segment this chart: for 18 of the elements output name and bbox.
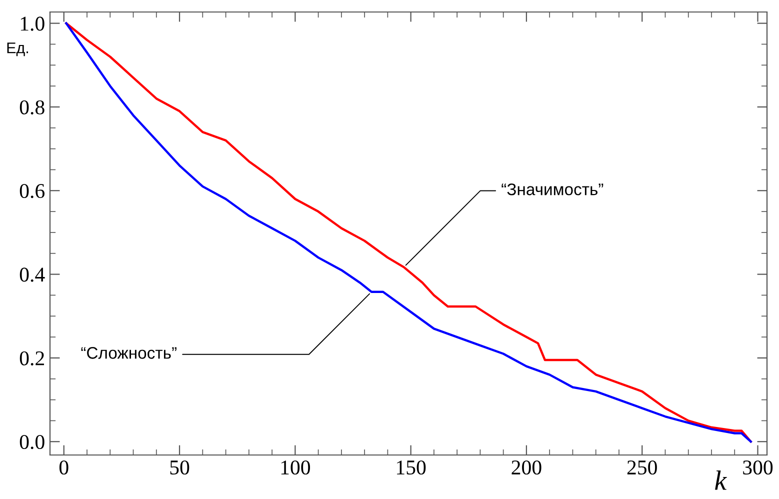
x-tick-label: 100 — [281, 460, 310, 475]
annotation: “Сложность” — [81, 347, 176, 359]
x-axis-title: k — [715, 470, 727, 490]
x-tick-label: 50 — [170, 460, 190, 475]
y-tick-label: 0.4 — [20, 268, 45, 282]
x-tick-label: 150 — [397, 460, 426, 475]
y-tick-label: 0.6 — [20, 184, 45, 198]
y-tick-label: 0.2 — [20, 351, 44, 366]
line-series — [65, 22, 752, 443]
x-tick-label: 250 — [627, 460, 657, 475]
y-tick-label: 0.0 — [20, 434, 44, 450]
y-tick-label: 0.8 — [20, 100, 44, 114]
x-tick-label: 300 — [743, 460, 773, 475]
x-tick-label: 0 — [59, 460, 68, 475]
y-axis-title: Ед. — [7, 42, 28, 56]
annotation: “Значимость” — [502, 183, 604, 196]
x-tick-label: 200 — [512, 460, 542, 475]
y-tick-label: 1.0 — [20, 16, 44, 31]
